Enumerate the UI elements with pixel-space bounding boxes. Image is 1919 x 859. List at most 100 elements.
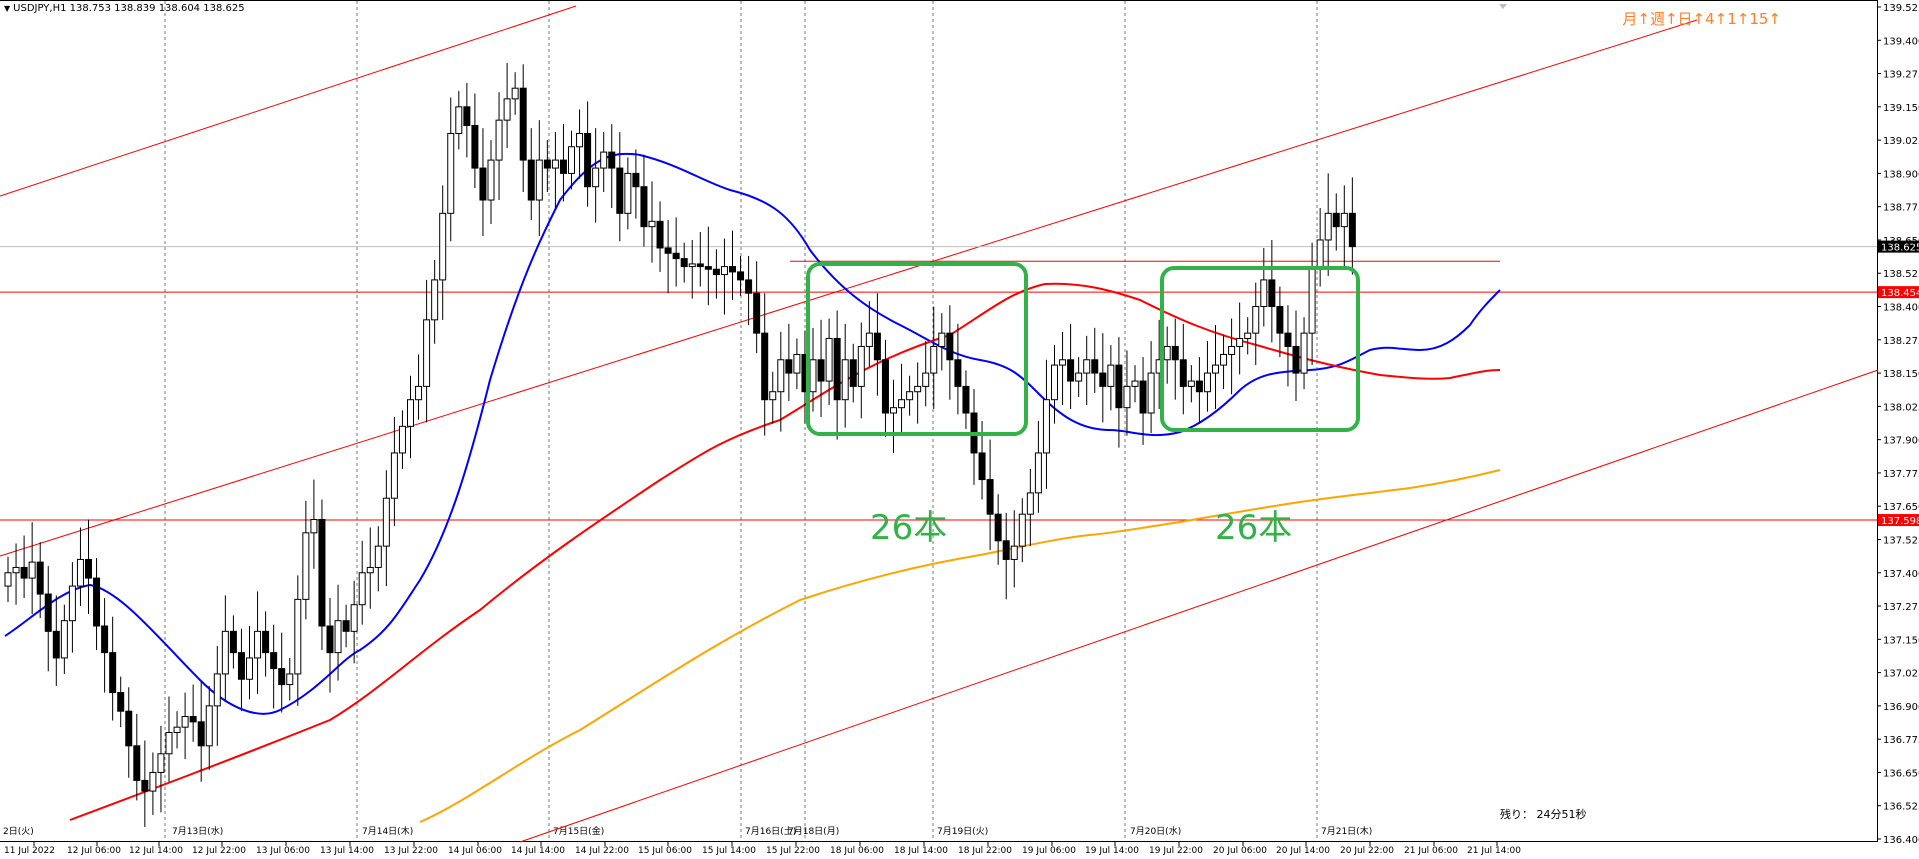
candle xyxy=(769,371,777,424)
candle xyxy=(559,124,567,202)
candle-body xyxy=(745,279,753,294)
y-tick-label: 139.150 xyxy=(1883,103,1919,114)
candle-body xyxy=(592,167,600,188)
candle xyxy=(229,615,237,669)
dropdown-arrow-icon[interactable]: ▼ xyxy=(4,4,11,13)
candle xyxy=(825,318,833,406)
y-tick-label: 137.025 xyxy=(1883,669,1919,680)
price-label-text: 137.598 xyxy=(1881,516,1919,527)
candle-body xyxy=(205,705,213,747)
candle-body xyxy=(1010,545,1018,560)
candle-body xyxy=(20,566,28,579)
candle xyxy=(761,293,769,436)
candle-body xyxy=(1107,364,1115,387)
candle xyxy=(729,230,736,300)
candle xyxy=(374,526,382,592)
candle xyxy=(1268,239,1276,343)
candle-body xyxy=(1083,359,1091,374)
channel-line-mid[interactable] xyxy=(0,19,1698,557)
candle-body xyxy=(648,220,656,228)
candle-body xyxy=(543,159,551,169)
candle-body xyxy=(761,332,769,401)
candle-body xyxy=(994,513,1002,542)
candle xyxy=(439,185,447,320)
candle-body xyxy=(978,452,986,481)
x-tick-label: 21 Jul 06:00 xyxy=(1404,846,1458,856)
y-tick-label: 138.525 xyxy=(1883,269,1919,280)
candle xyxy=(262,611,270,677)
candle xyxy=(1348,177,1356,275)
day-separator-label: 2日(火) xyxy=(3,826,34,837)
candle xyxy=(1099,333,1107,423)
candle xyxy=(1163,326,1171,384)
candle-body xyxy=(1034,452,1042,494)
candle-body xyxy=(165,732,173,755)
candle xyxy=(1228,318,1236,395)
candle xyxy=(52,595,60,686)
trend-channels[interactable] xyxy=(0,5,1879,843)
channel-line-top[interactable] xyxy=(0,5,577,197)
consolidation-boxes[interactable] xyxy=(806,262,1360,436)
candle-body xyxy=(640,186,648,228)
candle-body xyxy=(881,359,889,414)
candle-body xyxy=(1002,540,1010,560)
candle-body xyxy=(76,558,84,587)
candle xyxy=(221,595,229,702)
candle-body xyxy=(189,716,197,723)
candle xyxy=(149,752,157,816)
candle xyxy=(246,626,253,700)
x-tick-label: 14 Jul 14:00 xyxy=(511,846,565,856)
candle-body xyxy=(85,558,92,579)
consolidation-box-1[interactable] xyxy=(806,262,1028,436)
x-tick-label: 18 Jul 06:00 xyxy=(830,846,884,856)
candle-body xyxy=(1212,364,1219,374)
x-tick-label: 21 Jul 14:00 xyxy=(1467,846,1521,856)
candle xyxy=(1131,365,1139,403)
candle xyxy=(720,238,728,315)
price-label-box[interactable] xyxy=(1878,240,1919,253)
candle-body xyxy=(302,532,310,600)
x-tick-label: 12 Jul 14:00 xyxy=(129,846,183,856)
price-label-box[interactable] xyxy=(1878,514,1919,527)
candle-body xyxy=(93,577,101,627)
candle xyxy=(213,645,221,746)
x-tick-label: 19 Jul 06:00 xyxy=(1022,846,1076,856)
candle xyxy=(125,687,133,778)
candle-body xyxy=(1348,212,1356,248)
candle xyxy=(1292,310,1300,402)
price-label-box[interactable] xyxy=(1878,286,1919,299)
candle-body xyxy=(294,598,302,675)
candle-body xyxy=(1059,359,1067,366)
candle-body xyxy=(1075,372,1083,382)
candle-body xyxy=(608,151,616,169)
candle xyxy=(101,598,109,693)
candle xyxy=(463,82,471,158)
candle xyxy=(117,676,125,728)
annotation-26-bars-1: 26本 xyxy=(870,508,948,548)
candle xyxy=(189,684,197,742)
channel-line-bottom[interactable] xyxy=(519,369,1879,843)
candle-body xyxy=(1091,359,1099,374)
y-tick-label: 136.775 xyxy=(1883,735,1919,746)
candle-body xyxy=(1163,345,1171,361)
candle xyxy=(527,128,535,220)
candle-body xyxy=(841,359,849,401)
price-axis: 139.525 139.400 139.275 139.150 139.025 138.9… xyxy=(1877,3,1919,846)
candle-body xyxy=(181,716,189,728)
candle-body xyxy=(511,87,519,100)
candle xyxy=(785,323,793,402)
y-tick-label: 138.275 xyxy=(1883,336,1919,347)
period-triangle-icon[interactable] xyxy=(1499,4,1507,9)
candle xyxy=(881,339,889,437)
candle-body xyxy=(286,673,294,686)
consolidation-box-2[interactable] xyxy=(1160,266,1360,432)
candle-body xyxy=(141,779,149,792)
candle-body xyxy=(149,771,157,792)
candle-body xyxy=(1195,380,1203,393)
candle xyxy=(930,306,938,410)
x-tick-label: 19 Jul 14:00 xyxy=(1085,846,1139,856)
candle xyxy=(576,109,584,179)
candle-body xyxy=(1220,353,1228,366)
y-tick-label: 139.400 xyxy=(1883,36,1919,47)
